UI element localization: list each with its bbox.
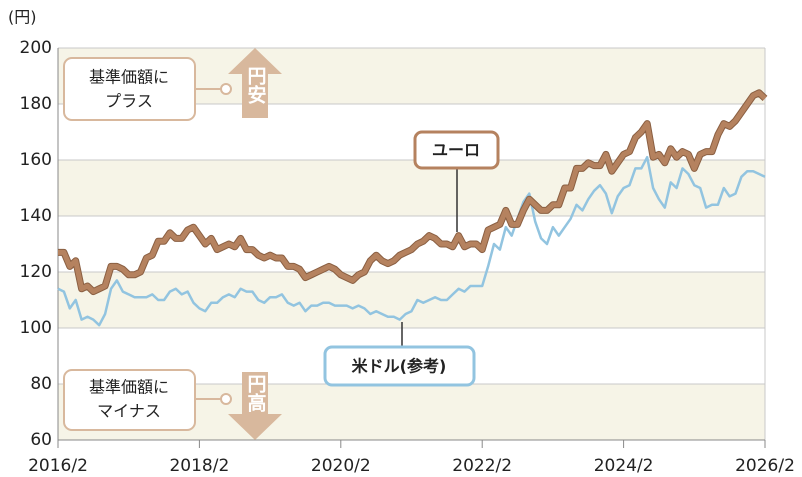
plus-label: プラス <box>105 92 153 111</box>
series-line <box>57 155 766 327</box>
up-arrow <box>228 48 282 118</box>
x-tick-label: 2020/2 <box>311 456 371 476</box>
x-tick-label: 2026/2 <box>735 456 795 476</box>
connector-dot <box>220 393 232 405</box>
band <box>58 272 765 328</box>
lines <box>57 89 768 327</box>
x-tick-label: 2018/2 <box>169 456 229 476</box>
y-tick-label: 60 <box>30 430 52 450</box>
connector-dot <box>220 83 232 95</box>
series-line <box>58 90 767 295</box>
down-arrow <box>228 372 282 440</box>
y-unit-label: (円) <box>8 8 37 27</box>
legend-label: 米ドル(参考) <box>352 357 447 376</box>
legend-label: ユーロ <box>432 141 480 160</box>
y-tick-label: 80 <box>30 374 52 394</box>
y-tick-label: 140 <box>20 206 52 226</box>
x-tick-label: 2022/2 <box>452 456 512 476</box>
y-tick-label: 160 <box>20 150 52 170</box>
y-tick-label: 180 <box>20 94 52 114</box>
band <box>58 216 765 272</box>
y-tick-label: 100 <box>20 318 52 338</box>
legend-box <box>323 345 476 387</box>
x-tick-label: 2024/2 <box>594 456 654 476</box>
y-tick-label: 120 <box>20 262 52 282</box>
yen-weak: 円安 <box>245 66 267 105</box>
grid <box>57 47 766 448</box>
x-tick-label: 2016/2 <box>28 456 88 476</box>
minus-label: 基準価額に <box>89 378 169 397</box>
yen-strong: 円高 <box>245 374 267 412</box>
minus-label: マイナス <box>97 402 161 421</box>
band <box>58 160 765 216</box>
legend-box <box>413 130 500 170</box>
plus-label: 基準価額に <box>89 68 169 87</box>
y-tick-label: 200 <box>20 38 52 58</box>
